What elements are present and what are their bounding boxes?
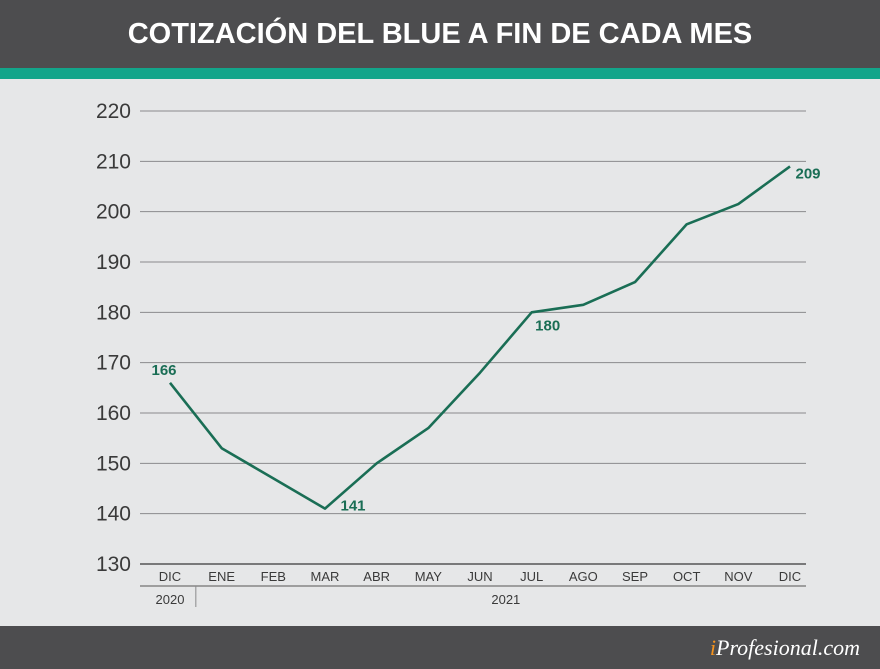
x-axis-layer: DIC ENE FEB MAR ABR MAY JUN JUL AGO SEP OCT NOV DIC 2… <box>140 569 806 607</box>
y-tick-label: 160 <box>96 402 131 425</box>
brand-logo-name: Profesional.com <box>716 635 860 660</box>
grid-layer <box>140 110 806 565</box>
brand-logo-i: i <box>709 635 716 660</box>
accent-band <box>0 68 880 79</box>
footer-bar: iProfesional.com <box>0 626 880 669</box>
x-tick-label: MAR <box>311 569 340 584</box>
x-tick-label: DIC <box>159 569 181 584</box>
y-tick-layer: 130 140 150 160 170 180 190 200 210 220 <box>96 100 131 576</box>
brand-logo: iProfesional.com <box>710 626 860 669</box>
x-tick-label: AGO <box>569 569 598 584</box>
series-layer <box>168 165 791 510</box>
y-tick-label: 180 <box>96 301 131 324</box>
x-tick-label: ABR <box>363 569 390 584</box>
x-tick-label: ENE <box>208 569 235 584</box>
x-tick-label: NOV <box>724 569 753 584</box>
y-tick-label: 150 <box>96 452 131 475</box>
year-label: 2020 <box>156 592 185 607</box>
y-tick-label: 220 <box>96 100 131 123</box>
data-label: 166 <box>151 362 176 379</box>
year-label: 2021 <box>491 592 520 607</box>
x-tick-label: DIC <box>779 569 801 584</box>
annotation-layer: 166 141 180 209 <box>151 165 820 514</box>
x-tick-label: JUN <box>467 569 492 584</box>
data-label: 209 <box>795 165 820 182</box>
x-tick-label: JUL <box>520 569 543 584</box>
data-label: 141 <box>340 498 365 515</box>
plot-area: 130 140 150 160 170 180 190 200 210 220 DIC ENE FEB… <box>0 79 880 626</box>
y-tick-label: 170 <box>96 352 131 375</box>
x-tick-label: FEB <box>261 569 286 584</box>
data-label: 180 <box>535 317 560 334</box>
y-tick-label: 210 <box>96 150 131 173</box>
x-tick-label: SEP <box>622 569 648 584</box>
y-tick-label: 130 <box>96 553 131 576</box>
x-tick-label: OCT <box>673 569 701 584</box>
y-tick-label: 190 <box>96 251 131 274</box>
series-line <box>168 165 791 510</box>
chart-title: COTIZACIÓN DEL BLUE A FIN DE CADA MES <box>127 18 753 50</box>
x-tick-label: MAY <box>415 569 443 584</box>
y-tick-label: 140 <box>96 503 131 526</box>
y-tick-label: 200 <box>96 201 131 224</box>
line-chart: 130 140 150 160 170 180 190 200 210 220 DIC ENE FEB… <box>96 100 821 607</box>
chart-header: COTIZACIÓN DEL BLUE A FIN DE CADA MES <box>0 0 880 68</box>
